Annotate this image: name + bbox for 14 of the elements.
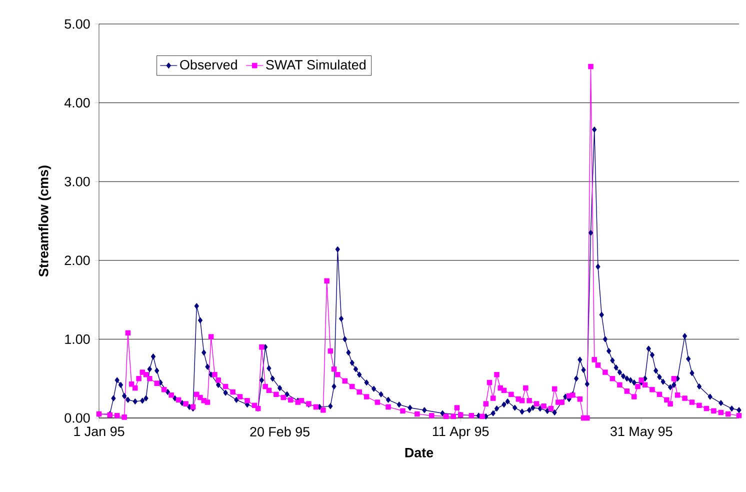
x-axis-title: Date — [405, 448, 434, 458]
x-tick-label: 1 Jan 95 — [74, 426, 124, 436]
x-tick-label: 11 Apr 95 — [432, 426, 489, 439]
y-axis-title: Streamflow (cms) — [38, 166, 51, 277]
legend-label: Observed — [180, 60, 237, 70]
y-tick-label: 1.00 — [65, 334, 90, 344]
y-tick-label: 2.00 — [64, 256, 90, 266]
y-tick-label: 5.00 — [64, 19, 90, 29]
y-tick-label: 4.00 — [64, 98, 90, 108]
legend-label: SWAT Simulated — [266, 60, 366, 70]
x-tick-label: 20 Feb 95 — [250, 426, 310, 437]
x-tick-label: 31 May 95 — [610, 426, 672, 439]
y-tick-label: 3.00 — [64, 176, 90, 186]
y-tick-label: 0.00 — [64, 413, 90, 423]
